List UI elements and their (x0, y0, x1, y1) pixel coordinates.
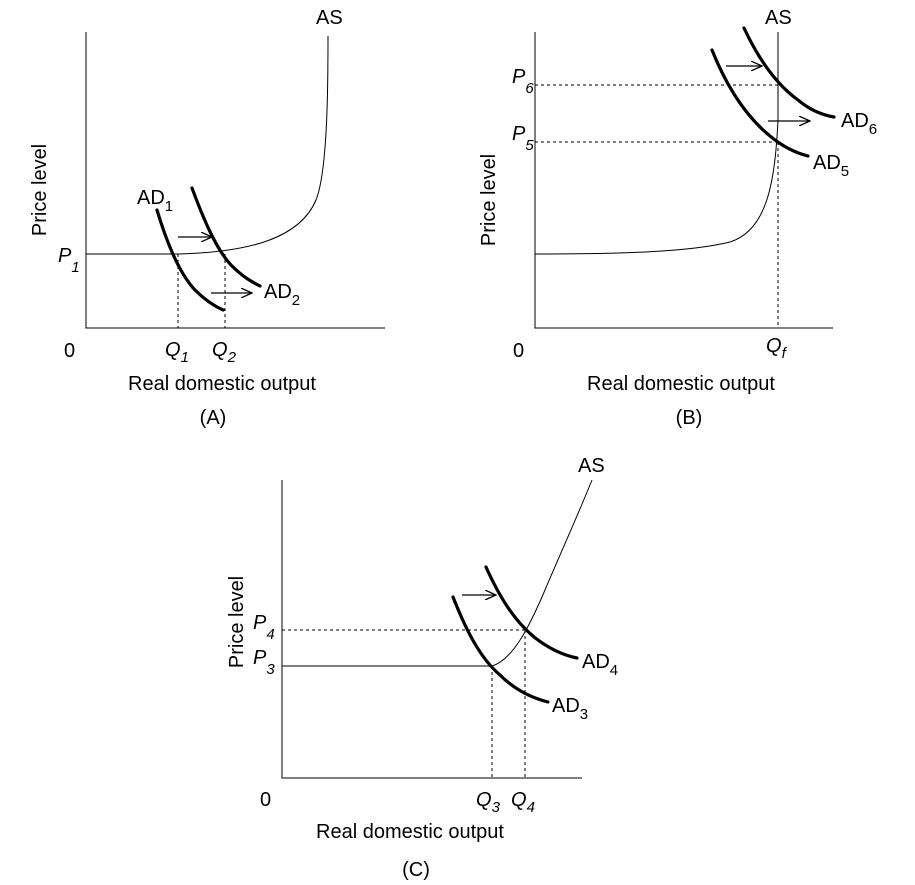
panel-b-caption: (B) (676, 407, 703, 429)
panel-c-x-label: Real domestic output (316, 821, 504, 843)
panel-c-ad4-label: AD4 (582, 651, 618, 679)
panel-b-x-label: Real domestic output (587, 373, 775, 395)
panel-a-caption: (A) (200, 407, 227, 429)
panel-a-ad2-label: AD2 (264, 281, 300, 309)
panel-c-q3-label: Q3 (476, 789, 501, 816)
panel-c: AS AD4 AD3 P4 P3 Q3 Q4 0 Real domestic o… (226, 455, 618, 881)
panel-b-ad5-label: AD5 (813, 152, 849, 180)
panel-c-origin: 0 (260, 789, 271, 811)
panel-a-ad1-label: AD1 (137, 187, 173, 215)
panel-c-caption: (C) (402, 859, 430, 881)
panel-a-axes (85, 32, 385, 329)
panel-a-x-label: Real domestic output (128, 373, 316, 395)
panel-b-p5-label: P5 (512, 123, 534, 154)
panel-b-ad6-label: AD6 (841, 110, 877, 138)
panel-b-origin: 0 (513, 340, 524, 362)
panel-a-origin: 0 (64, 340, 75, 362)
panel-c-ad3-label: AD3 (552, 695, 588, 723)
panel-c-p4-label: P4 (253, 612, 275, 643)
panel-b-y-label: Price level (478, 154, 500, 246)
panel-c-q4-label: Q4 (511, 789, 535, 816)
panel-c-ad4-curve (484, 565, 579, 660)
panel-b-qf-label: Qf (766, 335, 788, 362)
panel-a-ad2-curve (190, 186, 262, 288)
panel-a-p1-label: P1 (58, 245, 80, 276)
panel-c-as-label: AS (578, 455, 605, 477)
panel-c-y-label: Price level (226, 576, 248, 668)
panel-a-q2-label: Q2 (212, 339, 237, 366)
panel-b-as-label: AS (765, 7, 792, 29)
panel-c-p3-label: P3 (253, 647, 275, 678)
panel-a-as-curve (86, 35, 329, 255)
panel-a: AS AD1 AD2 P1 Q1 Q2 0 Real domestic outp… (29, 7, 385, 429)
panel-a-as-label: AS (316, 7, 343, 29)
panel-c-ad3-curve (451, 595, 550, 704)
panel-b-axes (534, 32, 833, 329)
panel-c-axes (281, 480, 582, 779)
panel-b-ad5-curve (710, 48, 810, 158)
panel-a-y-label: Price level (29, 144, 51, 236)
panel-b-p6-label: P6 (512, 66, 534, 97)
panel-a-ad1-curve (155, 208, 225, 312)
panel-b: AS AD6 AD5 P6 P5 Qf 0 Real domestic outp… (478, 7, 877, 429)
panel-a-q1-label: Q1 (165, 339, 189, 366)
panel-b-ad6-curve (742, 26, 836, 119)
panel-c-as-curve (282, 479, 593, 667)
panel-b-as-curve (534, 32, 779, 255)
